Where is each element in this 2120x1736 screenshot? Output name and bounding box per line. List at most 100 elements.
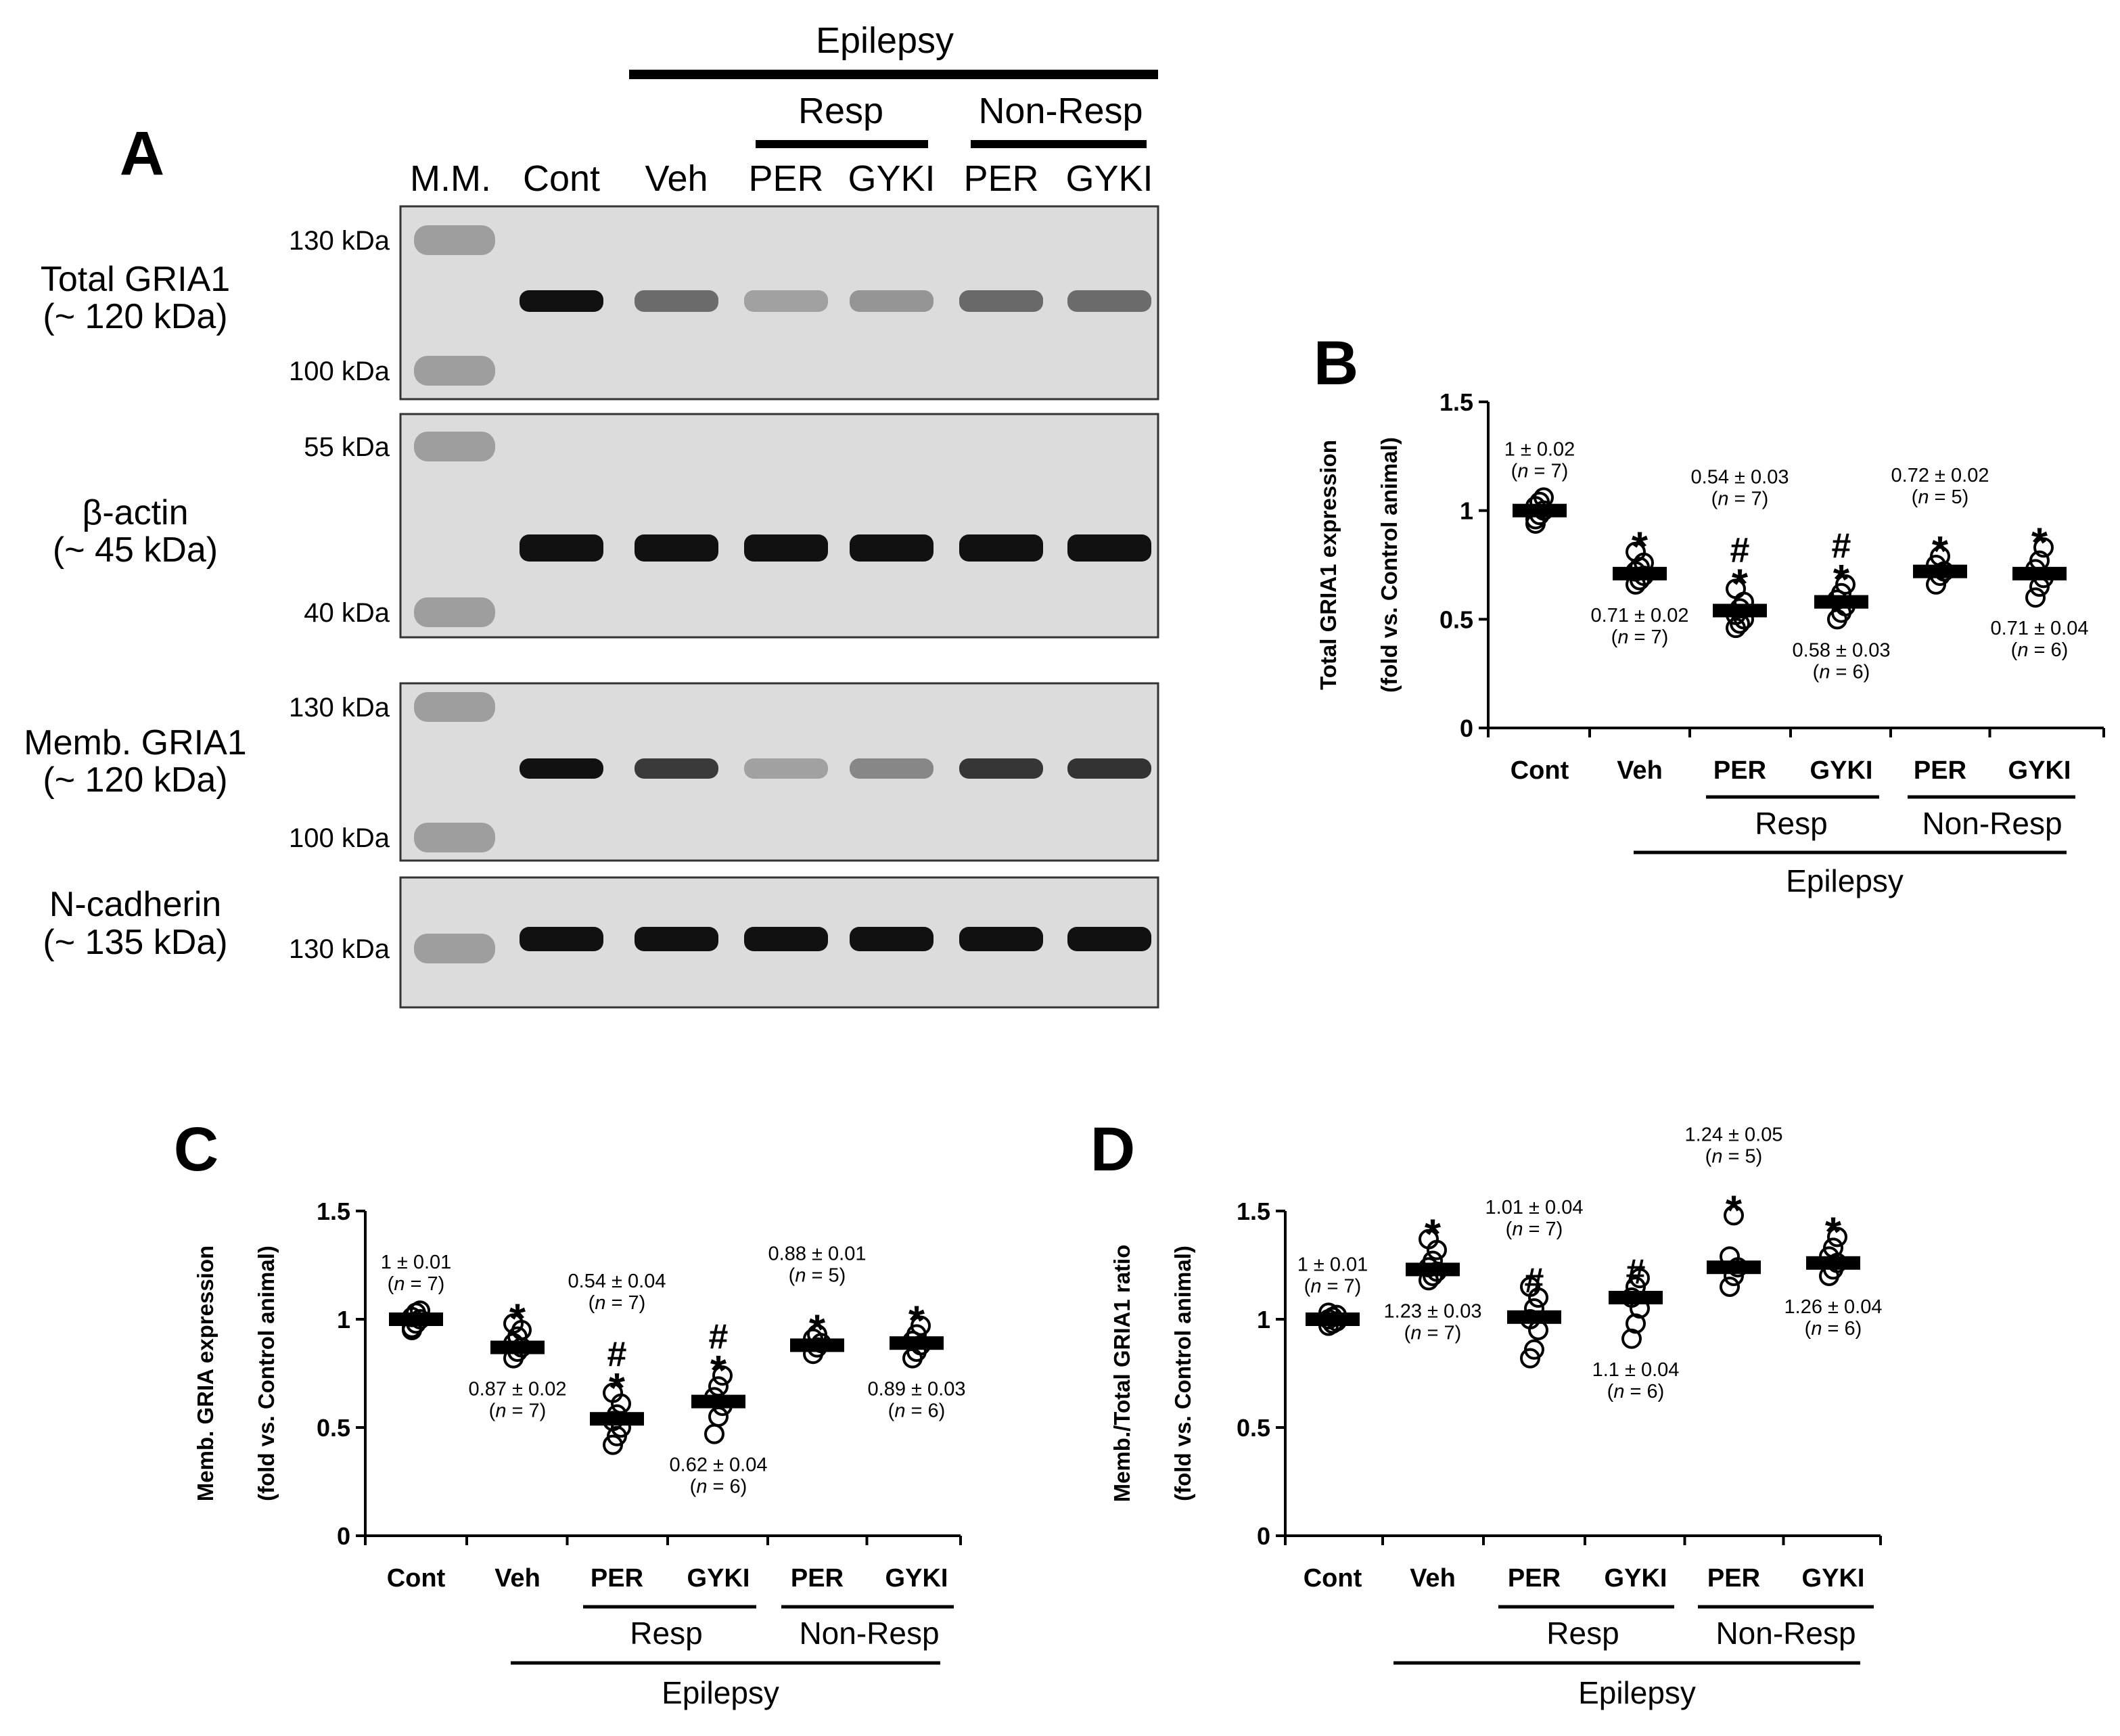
protein-band (635, 534, 718, 562)
blot-strip-total-gria1: Total GRIA1(~ 120 kDa) 130 kDa 100 kDa (41, 205, 1159, 401)
panel-c-label: C (174, 1115, 218, 1184)
protein-band (635, 758, 718, 779)
nonresp-header: Non-Resp (978, 91, 1143, 131)
mean-bar (1306, 1312, 1360, 1326)
data-point (1630, 1268, 1650, 1289)
n-label: (n = 6) (1813, 661, 1870, 683)
blot-strip-beta-actin: β-actin(~ 45 kDa) 55 kDa 40 kDa (53, 413, 1159, 639)
n-label: (n = 5) (1705, 1145, 1763, 1167)
panel-a-label: A (120, 119, 164, 188)
data-point (1626, 541, 1646, 562)
protein-band (635, 927, 718, 951)
panel-d: D 0 0.5 1 1.5 Cont Veh PER GYKI PER GYKI Memb./Tota… (1090, 1115, 1883, 1710)
data-point (2025, 587, 2046, 608)
marker-size-label: 130 kDa (289, 934, 390, 964)
y-tick-label: 0.5 (1237, 1414, 1270, 1442)
mean-sem-label: 1.23 ± 0.03 (1384, 1300, 1482, 1322)
significance-star: * (1732, 561, 1749, 608)
blot-label: (~ 45 kDa) (53, 530, 218, 570)
y-tick-label: 0 (1460, 714, 1473, 742)
protein-band (520, 534, 603, 562)
significance-star: * (1425, 1212, 1442, 1258)
panel-a: A Epilepsy Resp Non-Resp M.M. Cont Veh PER GYKI P… (24, 20, 1159, 1009)
x-tick-label: PER (1713, 756, 1766, 785)
panel-d-label: D (1090, 1115, 1135, 1184)
epilepsy-header: Epilepsy (816, 20, 954, 61)
blot-label: Memb. GRIA1 (24, 723, 246, 762)
y-axis-label: Memb./Total GRIA1 ratio (1109, 1245, 1134, 1503)
mean-bar (1507, 1310, 1561, 1324)
y-tick-label: 1.5 (317, 1197, 350, 1225)
x-tick-label: PER (591, 1564, 643, 1593)
mean-sem-label: 1.1 ± 0.04 (1592, 1359, 1680, 1381)
mean-sem-label: 0.58 ± 0.03 (1793, 639, 1891, 661)
mean-bar (1913, 564, 1967, 578)
protein-band (959, 927, 1043, 951)
y-tick-label: 0 (1257, 1522, 1270, 1550)
mean-sem-label: 1.26 ± 0.04 (1784, 1296, 1883, 1318)
x-tick-label: Veh (1410, 1564, 1456, 1593)
blot-label: (~ 120 kDa) (43, 760, 227, 800)
protein-band (1067, 534, 1151, 562)
n-label: (n = 6) (1805, 1318, 1862, 1340)
n-label: (n = 7) (1506, 1218, 1563, 1240)
y-tick-label: 1 (1460, 497, 1473, 525)
x-tick-label: GYKI (1810, 756, 1873, 785)
protein-band (744, 758, 828, 779)
significance-hash: # (1626, 1252, 1646, 1292)
y-tick-label: 1 (337, 1306, 350, 1333)
y-tick-label: 0.5 (317, 1414, 350, 1442)
n-label: (n = 7) (589, 1292, 646, 1314)
y-tick-label: 1 (1257, 1306, 1270, 1333)
protein-band (959, 758, 1043, 779)
n-label: (n = 7) (1404, 1322, 1462, 1344)
lane-label: M.M. (410, 158, 491, 199)
n-label: (n = 7) (1611, 626, 1669, 648)
mean-bar (1406, 1262, 1460, 1277)
lane-label: GYKI (848, 158, 935, 199)
y-axis-label: Memb. GRIA expression (193, 1246, 218, 1501)
protein-band (1067, 758, 1151, 779)
protein-band (635, 290, 718, 312)
protein-band (744, 534, 828, 562)
y-tick-label: 1.5 (1237, 1197, 1270, 1225)
mean-sem-label: 1.24 ± 0.05 (1685, 1124, 1783, 1145)
n-label: (n = 5) (789, 1264, 846, 1286)
n-label: (n = 7) (489, 1400, 547, 1422)
data-point (1524, 1339, 1544, 1360)
mean-sem-label: 0.71 ± 0.02 (1591, 605, 1689, 626)
data-point (1720, 1277, 1740, 1297)
data-point (603, 1382, 623, 1403)
n-label: (n = 6) (1607, 1381, 1665, 1402)
x-tick-label: PER (1707, 1564, 1760, 1593)
n-label: (n = 7) (388, 1273, 445, 1295)
marker-size-label: 55 kDa (304, 432, 390, 462)
x-tick-label: GYKI (1605, 1564, 1667, 1593)
mean-bar (1814, 595, 1868, 609)
blot-label: Total GRIA1 (41, 260, 230, 299)
mean-sem-label: 1.01 ± 0.04 (1485, 1197, 1584, 1218)
significance-hash: # (1730, 530, 1750, 570)
marker-size-label: 130 kDa (289, 693, 390, 723)
lane-label: PER (748, 158, 823, 199)
y-tick-label: 0 (337, 1522, 350, 1550)
protein-band (1067, 927, 1151, 951)
x-tick-label: Veh (494, 1564, 540, 1593)
significance-star: * (1833, 557, 1850, 603)
mean-bar (490, 1340, 545, 1354)
n-label: (n = 7) (1511, 460, 1569, 482)
significance-hash: # (709, 1317, 729, 1356)
significance-star: * (710, 1348, 727, 1394)
lane-label: Cont (523, 158, 600, 199)
lane-label: PER (963, 158, 1038, 199)
significance-star: * (1632, 524, 1649, 571)
y-tick-label: 0.5 (1439, 606, 1473, 633)
mean-sem-label: 0.62 ± 0.04 (670, 1455, 768, 1476)
protein-band (1067, 290, 1151, 312)
mean-bar (1513, 503, 1567, 518)
mean-bar (389, 1312, 443, 1326)
data-point (1726, 578, 1746, 599)
data-point (503, 1313, 524, 1334)
x-tick-label: GYKI (2008, 756, 2071, 785)
mean-bar (890, 1336, 944, 1350)
